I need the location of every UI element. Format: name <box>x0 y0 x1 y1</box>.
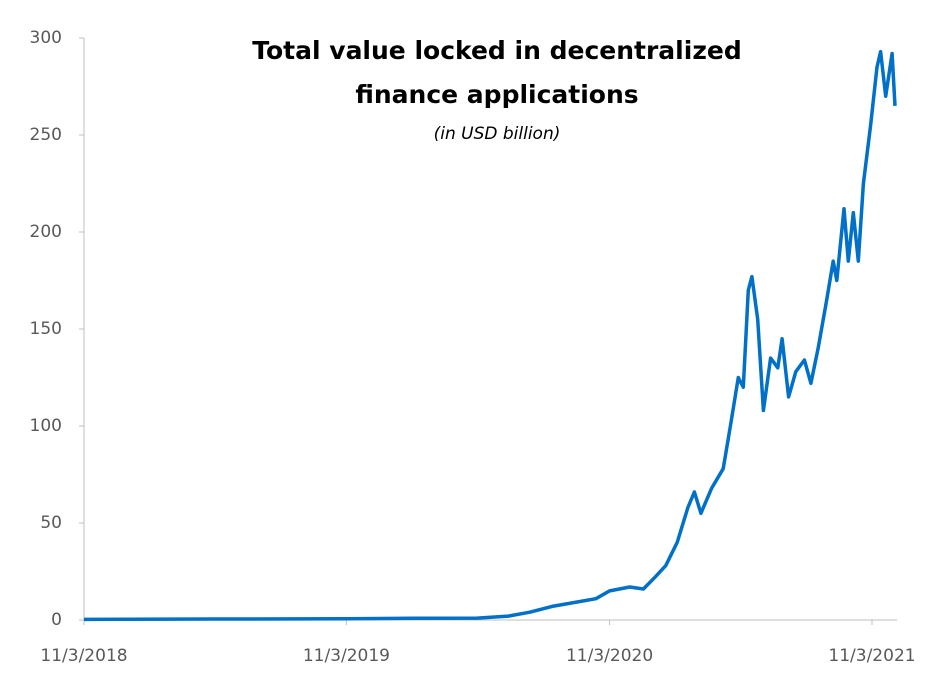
x-tick-label: 11/3/2021 <box>828 646 915 666</box>
y-tick-label: 250 <box>30 125 62 145</box>
chart-title: Total value locked in decentralized finan… <box>252 36 741 109</box>
x-tick-label: 11/3/2019 <box>303 646 390 666</box>
y-tick-label: 50 <box>40 513 62 533</box>
x-tick-label: 11/3/2018 <box>40 646 127 666</box>
y-tick-label: 150 <box>30 319 62 339</box>
y-tick-label: 200 <box>30 222 62 242</box>
y-tick-label: 300 <box>30 28 62 48</box>
chart-subtitle: (in USD billion) <box>434 124 561 144</box>
data-line <box>83 49 897 622</box>
x-tick-label: 11/3/2020 <box>566 646 653 666</box>
y-tick-label: 100 <box>30 416 62 436</box>
y-tick-label: 0 <box>51 610 62 630</box>
